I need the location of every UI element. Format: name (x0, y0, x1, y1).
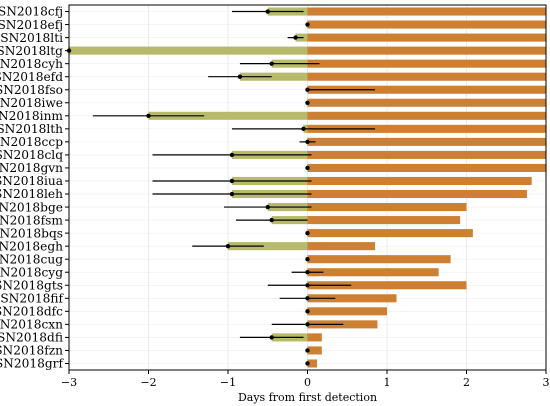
bar-positive-11 (307, 150, 546, 159)
point-19 (305, 256, 310, 262)
category-label-1: SN2018efj (0, 18, 63, 32)
category-label-9: SN2018lth (0, 122, 63, 136)
point-16 (269, 217, 274, 223)
category-label-27: SN2018grf (0, 357, 64, 371)
x-tick-label-3: 0 (304, 376, 311, 389)
bar-negative-18 (228, 242, 308, 251)
x-axis-title: Days from first detection (238, 391, 377, 404)
category-label-22: SN2018fif (0, 292, 64, 306)
point-20 (305, 270, 310, 275)
bar-positive-15 (307, 203, 467, 212)
bar-positive-23 (307, 307, 387, 316)
bar-positive-9 (307, 124, 546, 133)
point-7 (305, 100, 310, 105)
category-label-16: SN2018fsm (0, 213, 63, 227)
error-bars (66, 9, 376, 366)
bar-positive-22 (307, 294, 397, 303)
point-21 (305, 283, 310, 288)
category-label-18: SN2018egh (0, 239, 63, 253)
bar-positive-17 (307, 229, 473, 238)
bar-positive-8 (307, 111, 546, 120)
x-tick-label-5: 2 (463, 376, 470, 389)
point-6 (305, 87, 310, 92)
bar-positive-4 (307, 59, 546, 68)
bar-positive-10 (307, 137, 546, 146)
point-4 (269, 61, 274, 66)
category-label-12: SN2018gvn (0, 161, 63, 175)
point-26 (305, 348, 310, 353)
bar-positive-26 (307, 346, 322, 355)
point-10 (305, 139, 310, 145)
point-17 (305, 230, 310, 236)
category-label-8: SN2018inm (0, 109, 63, 123)
point-27 (305, 361, 310, 366)
bar-positive-13 (307, 176, 532, 186)
category-label-15: SN2018bge (0, 200, 63, 214)
bar-positive-0 (307, 7, 546, 16)
point-5 (237, 74, 243, 79)
bar-negative-5 (239, 72, 308, 81)
category-label-19: SN2018cug (0, 252, 63, 266)
category-label-25: SN2018dfi (0, 331, 63, 345)
category-label-2: SN2018lti (0, 31, 63, 45)
bar-positive-20 (307, 268, 439, 277)
point-2 (293, 35, 298, 40)
category-label-7: SN2018iwe (0, 96, 63, 110)
category-label-10: SN2018ccp (0, 135, 63, 149)
point-14 (229, 191, 235, 197)
bar-positive-2 (307, 33, 546, 42)
x-tick-label-2: −1 (220, 376, 236, 389)
point-13 (229, 178, 235, 184)
category-label-3: SN2018ltg (0, 44, 63, 58)
point-0 (265, 9, 270, 14)
bar-positive-7 (307, 98, 546, 107)
category-label-0: SN2018cfj (0, 5, 63, 19)
point-24 (305, 322, 310, 327)
bar-positive-16 (307, 216, 461, 225)
bar-positive-14 (307, 189, 527, 199)
bar-negative-3 (69, 46, 308, 55)
bar-positive-5 (307, 72, 546, 81)
category-label-14: SN2018leh (0, 187, 63, 201)
bar-positive-25 (307, 333, 322, 342)
bar-positive-18 (307, 242, 376, 251)
bar-positive-12 (307, 163, 546, 172)
point-25 (269, 335, 274, 340)
category-label-20: SN2018cyg (0, 265, 63, 279)
bar-positive-27 (307, 359, 318, 368)
point-23 (305, 309, 310, 314)
category-label-21: SN2018gts (0, 278, 63, 292)
point-9 (301, 126, 306, 132)
category-label-23: SN2018dfc (0, 305, 63, 319)
category-labels: SN2018cfjSN2018efjSN2018ltiSN2018ltgSN20… (0, 5, 64, 371)
x-tick-label-4: 1 (384, 376, 391, 389)
x-tick-label-0: −3 (61, 376, 77, 389)
category-label-26: SN2018fzn (0, 344, 63, 358)
bar-positive-1 (307, 20, 546, 29)
ticks: −3 −2 −1 0 1 2 3 (61, 11, 550, 389)
category-label-6: SN2018fso (0, 83, 63, 97)
point-12 (305, 165, 310, 171)
category-label-24: SN2018cxn (0, 318, 63, 332)
bar-positive-19 (307, 255, 451, 264)
point-8 (146, 113, 151, 119)
category-label-11: SN2018clq (0, 148, 63, 162)
bar-negative-8 (148, 111, 308, 120)
point-1 (305, 22, 310, 27)
point-22 (305, 296, 310, 301)
point-18 (225, 243, 231, 249)
point-11 (229, 152, 235, 158)
category-label-13: SN2018iua (0, 174, 63, 188)
bar-positive-6 (307, 85, 546, 94)
bar-positive-21 (307, 281, 467, 290)
category-label-17: SN2018bqs (0, 226, 63, 240)
category-label-4: SN2018cyh (0, 57, 63, 71)
x-tick-label-6: 3 (543, 376, 550, 389)
category-label-5: SN2018efd (0, 70, 63, 84)
point-15 (265, 204, 270, 210)
x-tick-label-1: −2 (140, 376, 156, 389)
bar-positive-3 (307, 46, 546, 55)
